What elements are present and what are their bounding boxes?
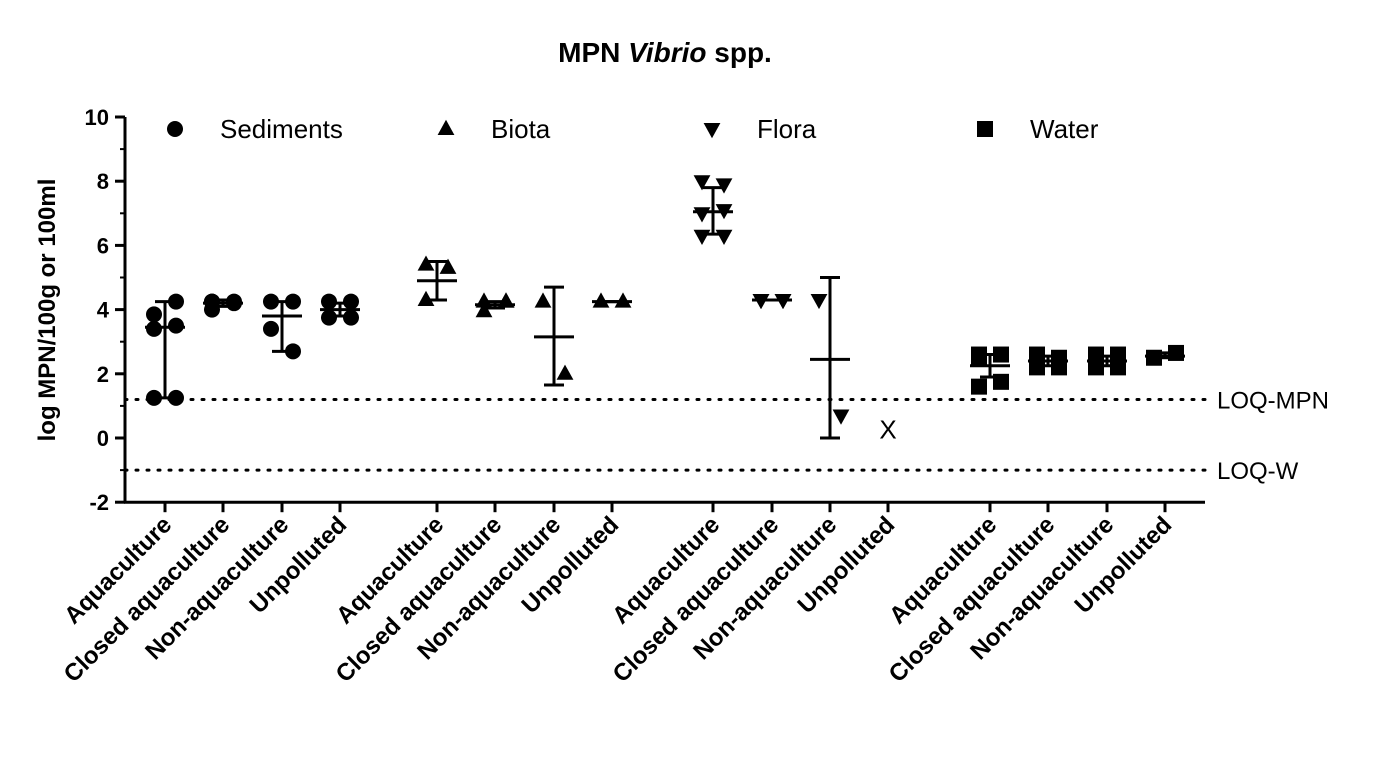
legend-label: Water: [1030, 114, 1099, 144]
legend-marker-square: [977, 121, 993, 137]
data-point: [810, 293, 828, 310]
y-axis-label: log MPN/100g or 100ml: [34, 179, 61, 442]
data-point: [614, 292, 632, 308]
data-point: [146, 389, 162, 406]
data-point: [285, 343, 301, 360]
data-point: [693, 229, 711, 245]
data-point: [556, 364, 574, 380]
data-point: [146, 320, 162, 337]
y-tick-label: 10: [85, 105, 109, 130]
legend-label: Flora: [757, 114, 817, 144]
data-point: [439, 258, 457, 274]
reference-line-label: LOQ-MPN: [1217, 387, 1329, 414]
data-point: [1029, 359, 1045, 376]
data-point: [592, 292, 610, 308]
y-tick-label: -2: [89, 490, 109, 515]
chart-title: MPN Vibrio spp.: [558, 37, 772, 68]
legend-label: Biota: [491, 114, 551, 144]
data-point: [475, 302, 493, 318]
y-tick-label: 4: [97, 298, 110, 323]
data-point: [417, 290, 435, 306]
legend-marker-circle: [167, 121, 183, 137]
y-tick-label: 6: [97, 233, 109, 258]
data-point: [343, 293, 359, 310]
y-tick-label: 0: [97, 426, 109, 451]
reference-line-label: LOQ-W: [1217, 458, 1299, 485]
data-point: [321, 309, 337, 326]
data-point: [971, 378, 987, 395]
data-point: [263, 293, 279, 310]
y-tick-label: 2: [97, 362, 109, 387]
data-point: [417, 255, 435, 271]
data-point: [693, 175, 711, 191]
data-point: [715, 178, 733, 194]
data-point: [993, 346, 1009, 363]
data-point: [1051, 359, 1067, 376]
y-tick-label: 8: [97, 169, 109, 194]
data-point: [168, 293, 184, 310]
data-point: [971, 349, 987, 366]
data-point: [168, 317, 184, 334]
data-point: [321, 293, 337, 310]
data-point: [832, 409, 850, 425]
data-point: [693, 207, 711, 223]
data-point: [1088, 359, 1104, 376]
legend-label: Sediments: [220, 114, 343, 144]
legend-marker-triangle-up: [437, 119, 455, 135]
data-point: [168, 389, 184, 406]
data-point: [1110, 359, 1126, 376]
data-point: [1088, 346, 1104, 363]
data-point: [752, 293, 770, 310]
legend-marker-triangle-down: [703, 123, 721, 139]
data-point: [774, 293, 792, 310]
data-point: [263, 320, 279, 337]
data-point: [534, 292, 552, 308]
data-point: [285, 293, 301, 310]
data-point: [343, 309, 359, 326]
no-data-annotation: X: [879, 414, 896, 444]
data-point: [146, 306, 162, 323]
data-point: [715, 229, 733, 245]
data-point: [1110, 346, 1126, 363]
